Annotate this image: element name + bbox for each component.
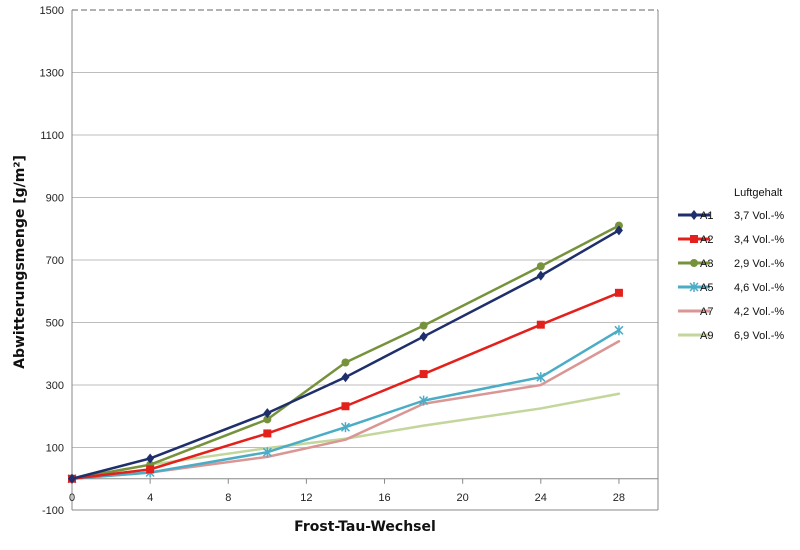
legend-item-a1: A1 3,7 Vol.-% xyxy=(678,210,784,222)
legend-item-a3: A3 2,9 Vol.-% xyxy=(678,258,784,270)
legend-label: A7 xyxy=(700,306,713,318)
x-ticks: 0 4 8 12 16 20 24 28 xyxy=(69,478,625,504)
series-a3 xyxy=(68,221,623,483)
data-point xyxy=(263,408,272,419)
data-point xyxy=(690,235,698,243)
x-tick-label: 0 xyxy=(69,492,75,504)
legend-item-a9: A9 6,9 Vol.-% xyxy=(678,330,784,342)
axes xyxy=(71,10,659,511)
y-tick-label: 1300 xyxy=(40,68,64,80)
legend-air-content: 3,4 Vol.-% xyxy=(734,234,784,246)
data-point xyxy=(419,331,428,342)
x-tick-label: 16 xyxy=(378,492,390,504)
grid xyxy=(72,9,658,448)
data-point xyxy=(614,325,624,336)
legend-title: Luftgehalt xyxy=(734,187,782,199)
data-point xyxy=(536,320,545,329)
data-point xyxy=(263,429,272,438)
data-point xyxy=(419,321,428,330)
y-tick-label: 100 xyxy=(46,443,64,455)
data-point xyxy=(419,395,429,406)
data-point xyxy=(419,370,428,379)
y-tick-label: 1100 xyxy=(40,130,64,142)
x-tick-label: 4 xyxy=(147,492,153,504)
data-point xyxy=(690,259,698,267)
data-point xyxy=(68,473,76,484)
data-point xyxy=(614,225,623,236)
data-point xyxy=(146,453,155,464)
legend-air-content: 6,9 Vol.-% xyxy=(734,330,784,342)
legend-item-a5: A5 4,6 Vol.-% xyxy=(678,282,784,294)
y-tick-label: 700 xyxy=(46,255,64,267)
legend-air-content: 3,7 Vol.-% xyxy=(734,210,784,222)
x-tick-label: 24 xyxy=(535,492,547,504)
data-point xyxy=(262,447,272,458)
x-tick-label: 8 xyxy=(225,492,231,504)
legend-item-a7: A7 4,2 Vol.-% xyxy=(678,306,784,318)
y-tick-label: 900 xyxy=(46,193,64,205)
legend-air-content: 4,6 Vol.-% xyxy=(734,282,784,294)
data-point xyxy=(536,262,545,271)
data-point xyxy=(263,415,272,424)
y-axis-label: Abwitterungsmenge [g/m²] xyxy=(12,155,28,369)
series-a1 xyxy=(68,225,623,484)
data-point xyxy=(536,372,546,383)
y-tick-label: 500 xyxy=(46,318,64,330)
y-ticks: -100 100 300 500 700 900 1100 1300 1500 xyxy=(40,5,64,517)
data-point xyxy=(341,372,350,383)
legend-label: A1 xyxy=(700,210,713,222)
data-point xyxy=(146,465,155,474)
legend-label: A2 xyxy=(700,234,713,246)
data-point xyxy=(690,210,698,220)
legend-air-content: 2,9 Vol.-% xyxy=(734,258,784,270)
y-tick-label: 300 xyxy=(46,380,64,392)
x-tick-label: 20 xyxy=(457,492,469,504)
x-tick-label: 28 xyxy=(613,492,625,504)
data-point xyxy=(341,402,350,411)
legend-air-content: 4,2 Vol.-% xyxy=(734,306,784,318)
data-point xyxy=(689,282,699,292)
data-point xyxy=(536,270,545,281)
legend-label: A3 xyxy=(700,258,713,270)
x-axis-label: Frost-Tau-Wechsel xyxy=(294,519,436,535)
legend: A1 3,7 Vol.-% A2 3,4 Vol.-% A3 2,9 Vol.-% A5 4,… xyxy=(678,210,784,342)
legend-label: A9 xyxy=(700,330,713,342)
legend-label: A5 xyxy=(700,282,713,294)
series-group xyxy=(67,221,624,484)
data-point xyxy=(614,288,623,297)
x-tick-label: 12 xyxy=(300,492,312,504)
data-point xyxy=(340,422,350,433)
y-tick-label: -100 xyxy=(42,505,64,517)
legend-item-a2: A2 3,4 Vol.-% xyxy=(678,234,784,246)
y-tick-label: 1500 xyxy=(40,5,64,17)
data-point xyxy=(341,358,350,367)
